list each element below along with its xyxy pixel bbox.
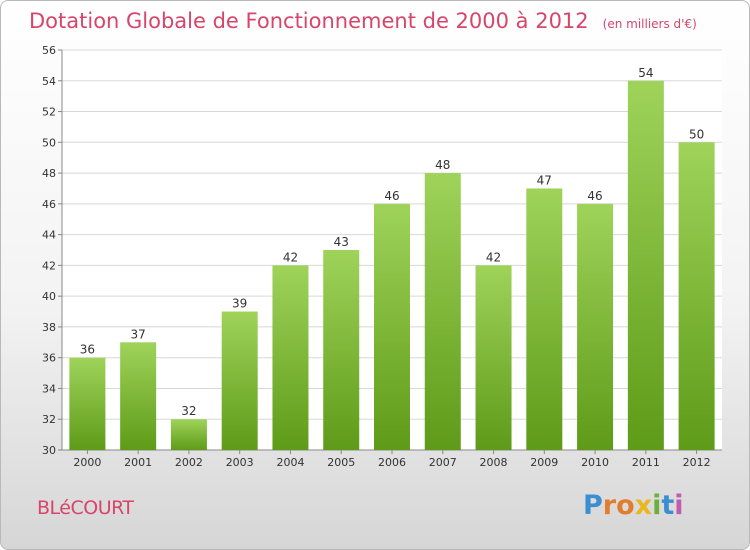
y-tick-label: 34 <box>42 382 56 395</box>
logo-letter: t <box>661 490 675 521</box>
commune-name: BLéCOURT <box>37 497 134 519</box>
data-label: 42 <box>486 250 501 264</box>
x-tick-label: 2005 <box>327 456 355 469</box>
logo-letter: r <box>602 490 617 521</box>
data-label: 46 <box>587 189 602 203</box>
y-tick-label: 50 <box>42 136 56 149</box>
data-label: 43 <box>334 235 349 249</box>
bar <box>577 203 614 450</box>
bar <box>475 265 512 450</box>
y-tick-label: 54 <box>42 75 56 88</box>
x-tick-label: 2004 <box>276 456 304 469</box>
x-tick-label: 2000 <box>73 456 101 469</box>
x-tick-label: 2009 <box>530 456 558 469</box>
y-tick-label: 52 <box>42 106 56 119</box>
data-label: 47 <box>537 173 552 187</box>
logo-letter: i <box>652 490 662 521</box>
logo-letter: i <box>674 490 684 521</box>
y-tick-label: 32 <box>42 413 56 426</box>
x-tick-label: 2001 <box>124 456 152 469</box>
bar <box>170 419 207 450</box>
y-tick-label: 36 <box>42 352 56 365</box>
x-tick-label: 2008 <box>480 456 508 469</box>
bar <box>678 142 715 451</box>
bar <box>627 80 664 451</box>
bar <box>323 250 360 450</box>
y-tick-label: 46 <box>42 198 56 211</box>
data-label: 36 <box>80 343 95 357</box>
x-tick-label: 2012 <box>683 456 711 469</box>
x-tick-label: 2006 <box>378 456 406 469</box>
data-label: 32 <box>181 404 196 418</box>
x-tick-label: 2002 <box>175 456 203 469</box>
proxiti-logo: Proxiti <box>583 490 684 521</box>
y-tick-label: 42 <box>42 259 56 272</box>
data-label: 42 <box>283 250 298 264</box>
bar <box>424 173 461 451</box>
bar <box>374 203 410 450</box>
y-tick-label: 56 <box>42 44 56 57</box>
title-text: Dotation Globale de Fonctionnement de 20… <box>29 9 589 33</box>
x-tick-label: 2007 <box>429 456 457 469</box>
bar <box>69 357 106 450</box>
logo-letter: P <box>583 490 603 521</box>
chart-subtitle: (en milliers d'€) <box>602 17 697 31</box>
data-label: 48 <box>435 158 450 172</box>
logo-letter: o <box>616 490 635 521</box>
data-label: 46 <box>384 189 399 203</box>
y-tick-label: 40 <box>42 290 56 303</box>
data-label: 54 <box>638 66 653 80</box>
bar <box>526 188 563 450</box>
x-tick-label: 2011 <box>632 456 660 469</box>
y-tick-label: 48 <box>42 167 56 180</box>
x-tick-label: 2003 <box>226 456 254 469</box>
y-tick-label: 38 <box>42 321 56 334</box>
chart-title: Dotation Globale de Fonctionnement de 20… <box>29 9 697 33</box>
data-label: 37 <box>131 327 146 341</box>
y-tick-label: 30 <box>42 444 56 457</box>
bar <box>221 311 258 450</box>
y-tick-label: 44 <box>42 229 56 242</box>
x-tick-label: 2010 <box>581 456 609 469</box>
data-label: 39 <box>232 297 247 311</box>
bar <box>120 342 157 450</box>
data-label: 50 <box>689 127 704 141</box>
bar <box>272 265 309 450</box>
logo-letter: x <box>634 490 653 521</box>
